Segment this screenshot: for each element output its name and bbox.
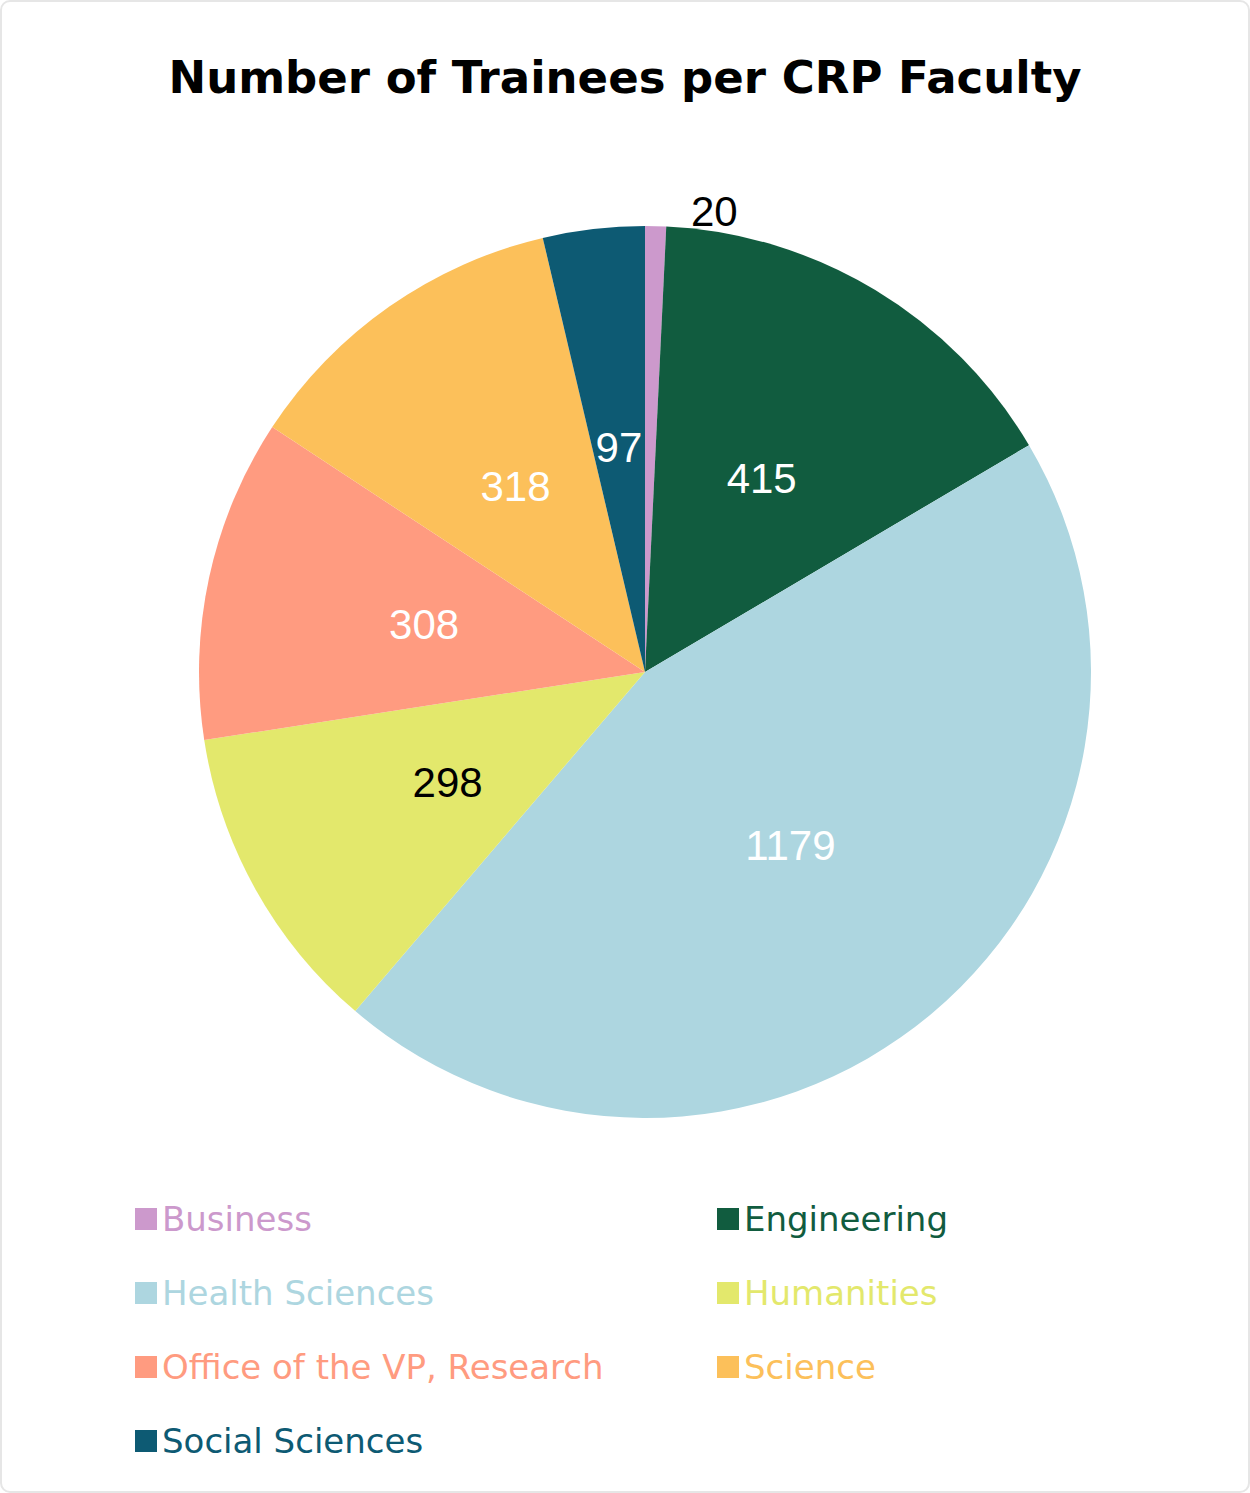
svg-text:Health Sciences: Health Sciences bbox=[162, 1273, 434, 1313]
svg-text:Engineering: Engineering bbox=[744, 1199, 948, 1239]
svg-text:Number of Trainees per CRP Fac: Number of Trainees per CRP Faculty bbox=[169, 51, 1082, 104]
svg-text:Science: Science bbox=[744, 1347, 876, 1387]
svg-text:318: 318 bbox=[480, 463, 550, 510]
svg-text:Office of the VP, Research: Office of the VP, Research bbox=[162, 1347, 604, 1387]
svg-text:415: 415 bbox=[727, 455, 797, 502]
svg-text:Business: Business bbox=[162, 1199, 312, 1239]
svg-text:Social Sciences: Social Sciences bbox=[162, 1421, 423, 1461]
svg-text:308: 308 bbox=[389, 601, 459, 648]
svg-text:1179: 1179 bbox=[745, 822, 835, 869]
svg-text:298: 298 bbox=[413, 759, 483, 806]
svg-text:20: 20 bbox=[691, 188, 738, 235]
svg-text:97: 97 bbox=[596, 424, 643, 471]
svg-text:Humanities: Humanities bbox=[744, 1273, 937, 1313]
